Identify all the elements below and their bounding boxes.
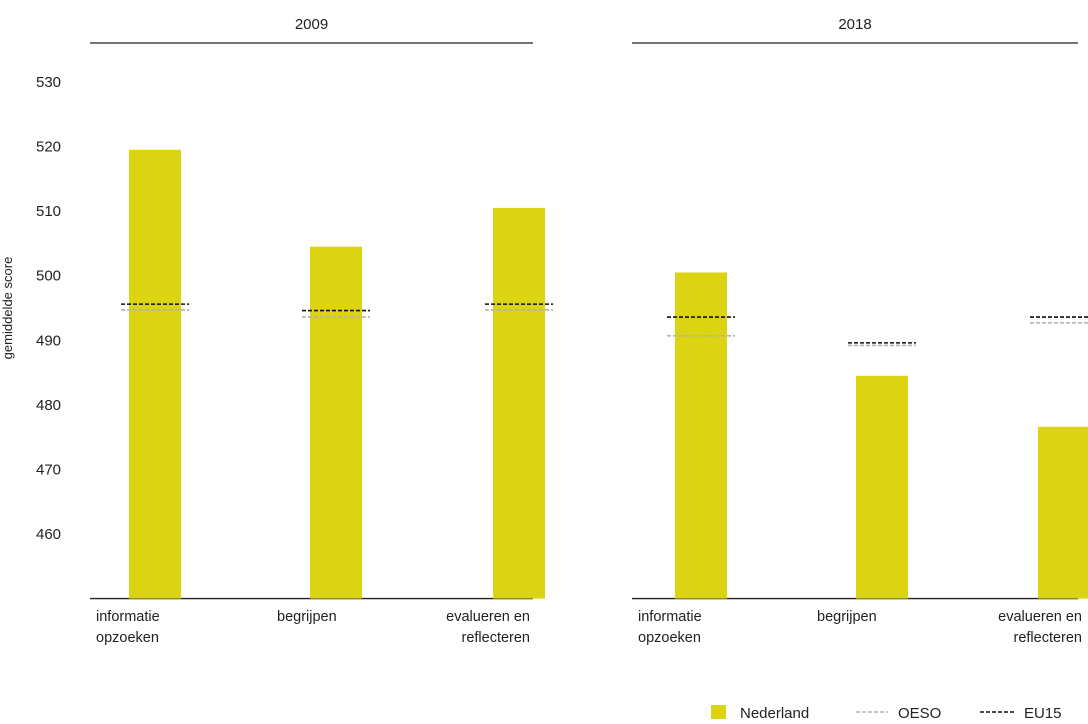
legend-label-oeso: OESO [898, 705, 941, 719]
bar-nederland [675, 272, 727, 599]
panel-title: 2009 [295, 16, 328, 33]
category-label: reflecteren [1013, 630, 1082, 646]
y-tick-label: 480 [36, 397, 61, 414]
y-tick-label: 470 [36, 461, 61, 478]
bar-nederland [310, 246, 362, 599]
bar-nederland [493, 207, 545, 599]
legend-label-nederland: Nederland [740, 705, 809, 719]
y-tick-label: 500 [36, 268, 61, 285]
category-label: opzoeken [638, 630, 701, 646]
y-tick-label: 530 [36, 74, 61, 91]
category-label: informatie [96, 609, 160, 625]
bar-nederland [1038, 426, 1088, 599]
y-tick-label: 490 [36, 332, 61, 349]
y-tick-label: 510 [36, 203, 61, 220]
category-label: evalueren en [998, 609, 1082, 625]
y-tick-label: 460 [36, 526, 61, 543]
category-label: reflecteren [461, 630, 530, 646]
panel-title: 2018 [838, 16, 871, 33]
category-label: opzoeken [96, 630, 159, 646]
y-axis-label: gemiddelde score [0, 257, 15, 360]
category-label: informatie [638, 609, 702, 625]
legend-label-eu15: EU15 [1024, 705, 1062, 719]
category-label: begrijpen [277, 609, 337, 625]
category-label: evalueren en [446, 609, 530, 625]
y-tick-label: 520 [36, 139, 61, 156]
bar-nederland [856, 375, 908, 599]
category-label: begrijpen [817, 609, 877, 625]
legend-swatch-nederland [711, 705, 726, 719]
bar-nederland [129, 149, 181, 599]
